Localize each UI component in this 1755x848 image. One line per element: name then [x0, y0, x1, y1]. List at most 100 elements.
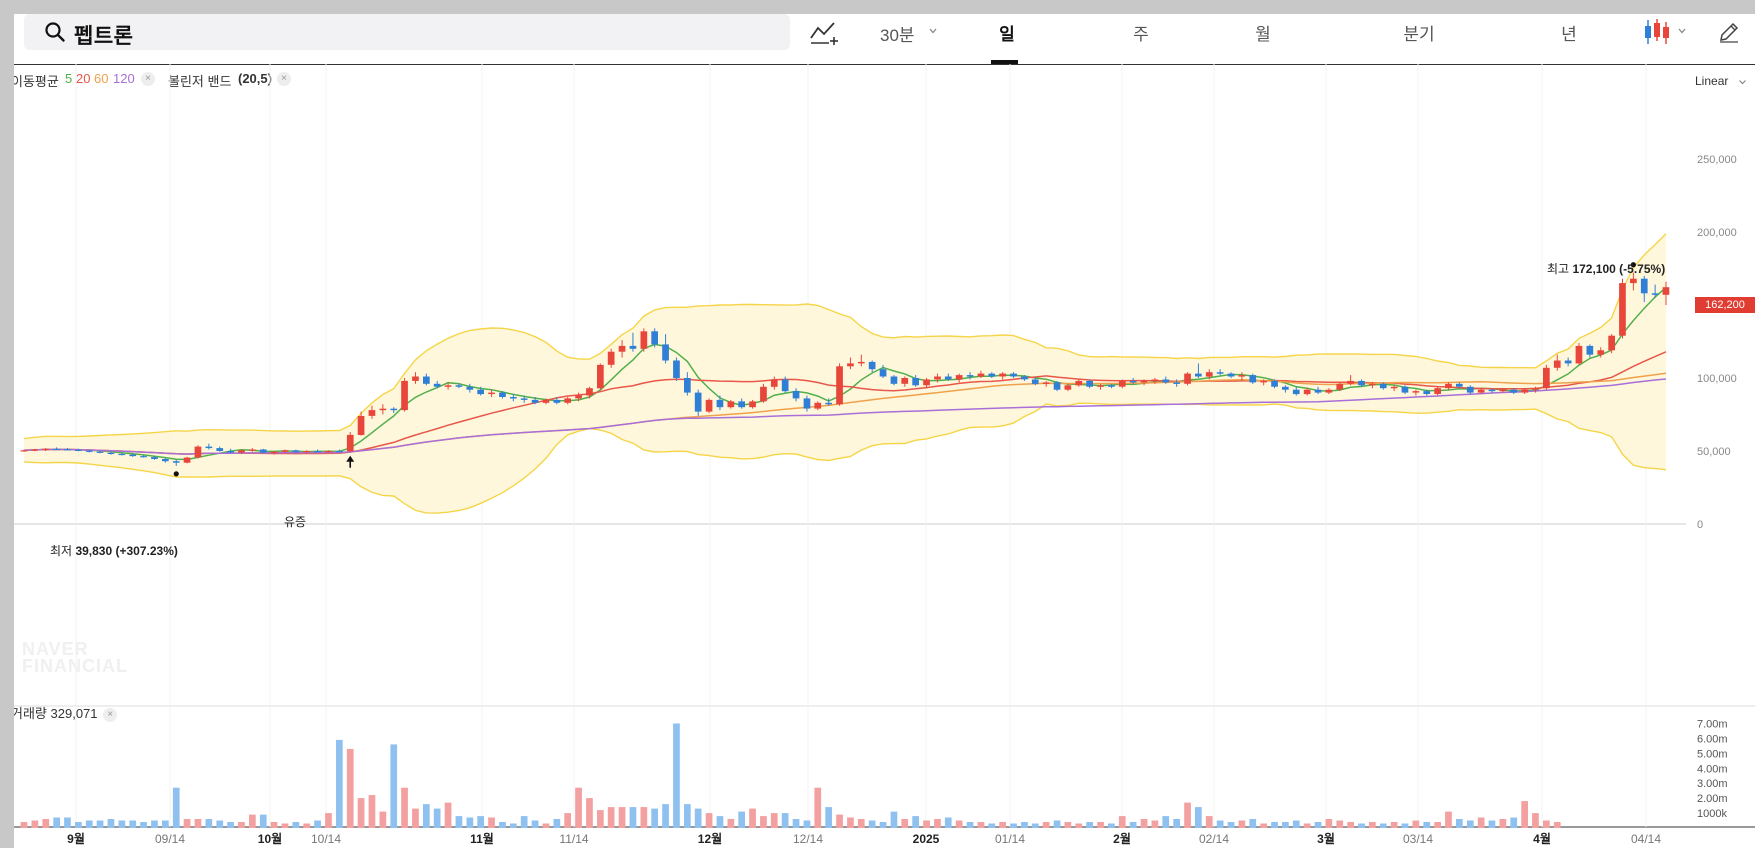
volume-bar [1456, 819, 1463, 828]
chevron-down-icon[interactable] [928, 26, 938, 36]
candle-body [1282, 386, 1289, 390]
volume-bar [934, 819, 941, 828]
candle-body [183, 457, 191, 463]
indicator-add-icon[interactable] [809, 18, 841, 46]
candle-body [694, 392, 702, 412]
volume-bar [140, 822, 147, 828]
volume-bar [270, 822, 278, 828]
ma5-legend: 5 [65, 71, 73, 86]
volume-bar [1173, 819, 1180, 828]
candle-body [531, 399, 539, 403]
search-icon [45, 22, 65, 42]
volume-bar [694, 808, 702, 828]
volume-bar [96, 820, 104, 828]
tab-day[interactable]: 일 [999, 25, 1015, 44]
tab-quarter[interactable]: 분기 [1403, 25, 1435, 44]
chevron-down-icon[interactable] [1738, 78, 1747, 87]
candle-body [401, 380, 408, 411]
candle-body [249, 449, 256, 451]
volume-bar [1140, 819, 1148, 828]
candle-body [520, 398, 528, 400]
ma-remove-button[interactable]: × [141, 72, 155, 86]
tab-week[interactable]: 주 [1133, 25, 1149, 44]
candle-body [1151, 379, 1159, 381]
candle-body [259, 449, 267, 453]
pencil-icon[interactable] [1717, 20, 1741, 44]
volume-bar [879, 822, 887, 828]
volume-tick-label: 4.00m [1697, 763, 1728, 775]
candle-body [172, 461, 180, 463]
interval-select[interactable]: 30분 [880, 26, 915, 45]
candle-body [357, 416, 365, 435]
volume-bar [618, 807, 626, 828]
volume-bar [1162, 816, 1170, 828]
volume-bar [1390, 822, 1398, 828]
candle-body [716, 399, 724, 408]
candle-body [1021, 376, 1028, 380]
tab-year[interactable]: 년 [1561, 25, 1577, 44]
candle-body [1423, 391, 1431, 394]
bollinger-fill [24, 233, 1666, 514]
volume-bars [20, 723, 1561, 828]
candlestick-icon[interactable] [1642, 17, 1672, 47]
tab-month[interactable]: 월 [1255, 25, 1271, 44]
candle-body [107, 452, 115, 454]
volume-bar [803, 820, 811, 828]
volume-bar [1282, 822, 1289, 828]
x-tick-label: 01/14 [995, 832, 1025, 846]
candle-body [923, 379, 930, 386]
candle-body [1303, 389, 1311, 395]
volume-bar [1086, 822, 1093, 828]
candle-body [1053, 382, 1061, 390]
volume-bar [53, 817, 60, 828]
volume-bar [520, 816, 528, 828]
search-input[interactable]: 펩트론 [74, 25, 134, 48]
candle-body [1325, 389, 1333, 393]
volume-bar [847, 817, 854, 828]
scale-type-select[interactable]: Linear [1695, 74, 1729, 88]
high-marker-dot [1630, 262, 1636, 268]
chevron-down-icon[interactable] [1677, 26, 1687, 36]
candle-body [781, 379, 789, 392]
candle-body [1097, 385, 1104, 387]
search-box[interactable]: 펩트론 [24, 14, 790, 50]
event-arrow-icon [346, 455, 355, 462]
candle-body [1510, 389, 1518, 393]
axes: 050,000100,000150,000200,000250,0009월09/… [67, 154, 1737, 846]
candle-body [857, 361, 865, 364]
volume-bar [499, 822, 506, 828]
volume-bar [1369, 822, 1376, 828]
volume-bar [966, 822, 974, 828]
x-tick-label: 04/14 [1631, 832, 1661, 846]
volume-bar [31, 820, 39, 828]
candle-body [673, 360, 680, 378]
volume-bar [814, 787, 822, 828]
volume-bar [597, 810, 604, 828]
volume-bar [433, 808, 441, 828]
volume-bar [1477, 817, 1485, 828]
candle-body [433, 383, 441, 387]
y-tick-label: 200,000 [1697, 227, 1737, 239]
bollinger-remove-button[interactable]: × [277, 72, 291, 86]
candle-body [1445, 383, 1452, 389]
price-chart[interactable]: 050,000100,000150,000200,000250,0009월09/… [14, 14, 1755, 848]
low-label: 최저 [50, 544, 73, 558]
high-annotation: 최고 172,100 (-5.75%) [1547, 260, 1665, 277]
volume-bar [1401, 823, 1409, 828]
candle-body [270, 451, 278, 453]
candle-body [1662, 287, 1670, 295]
candle-body [586, 388, 593, 396]
volume-bar [227, 822, 234, 828]
x-tick-label: 11월 [470, 831, 494, 846]
volume-bar [510, 823, 517, 828]
volume-bar [868, 820, 876, 828]
volume-bar [684, 804, 691, 828]
candle-body [1347, 380, 1354, 384]
candle-body [1564, 360, 1572, 364]
volume-bar [151, 820, 158, 828]
candle-body [194, 446, 202, 458]
volume-remove-button[interactable]: × [103, 708, 118, 722]
volume-bar [401, 787, 408, 828]
candle-body [1118, 380, 1126, 387]
volume-bar [1238, 820, 1246, 828]
